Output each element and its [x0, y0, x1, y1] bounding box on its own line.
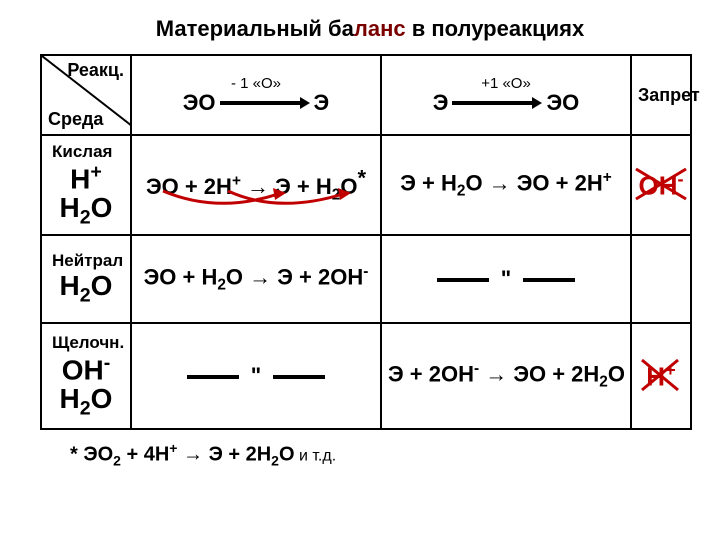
species: O [91, 383, 113, 414]
acid-ban: OH- [631, 135, 691, 235]
alk-ban: H+ [631, 323, 691, 429]
species: H [70, 163, 90, 194]
acid-left-eq: ЭО + 2Н+ → Э + H2O* [131, 135, 381, 235]
eq-part: ЭО + H [144, 264, 218, 289]
sup: - [104, 352, 111, 374]
neutral-right-ditto: " [381, 235, 631, 323]
title-part: ба [328, 16, 354, 41]
neutral-ban-empty [631, 235, 691, 323]
forbid-header: Запрет [631, 55, 691, 135]
cross-icon [634, 167, 689, 201]
header-minus-o: - 1 «О» ЭО Э [131, 55, 381, 135]
alk-row-header: Щелочн. OH- H2O [41, 323, 131, 429]
sym-e: Э [314, 90, 330, 116]
ditto-mark: " [501, 266, 511, 291]
sup: + [90, 161, 101, 183]
alk-left-ditto: " [131, 323, 381, 429]
eq-part: O [608, 361, 625, 386]
cross-icon [640, 358, 680, 392]
species: O [91, 270, 113, 301]
sub: 2 [80, 398, 91, 420]
corner-label-bottom: Среда [48, 109, 103, 130]
balance-table: Реакц. Среда - 1 «О» ЭО Э +1 «О» Э ЭО [40, 54, 692, 430]
header-plus-o: +1 «О» Э ЭО [381, 55, 631, 135]
footnote: * ЭО2 + 4Н+ → Э + 2Н2О и т.д. [70, 440, 700, 469]
fn: * ЭО [70, 444, 113, 466]
fn: О [279, 444, 295, 466]
curved-arrows [158, 186, 358, 216]
acid-row-header: Кислая H+ H2O [41, 135, 131, 235]
eq-part: Э + 2ОН [388, 361, 474, 386]
env-label: Нейтрал [46, 251, 126, 271]
sub: 2 [80, 285, 91, 307]
arrow-right-icon [452, 95, 542, 111]
sym-eo: ЭО [183, 90, 216, 116]
arrow-right-icon [220, 95, 310, 111]
species: O [91, 192, 113, 223]
dash-icon [437, 275, 489, 285]
eq-part: Э + H [400, 170, 457, 195]
dash-icon [187, 372, 239, 382]
alk-right-eq: Э + 2ОН- → ЭО + 2H2O [381, 323, 631, 429]
eq-part: → ЭО + 2H [479, 361, 599, 386]
fn: → Э + 2Н [177, 444, 271, 466]
sym-e: Э [433, 90, 449, 116]
neutral-row-header: Нейтрал H2O [41, 235, 131, 323]
env-label: Щелочн. [46, 333, 126, 353]
fn: + 4Н [121, 444, 169, 466]
species: H [60, 383, 80, 414]
species: H [60, 192, 80, 223]
species: H [60, 270, 80, 301]
fn-tail: и т.д. [295, 448, 337, 465]
dash-icon [523, 275, 575, 285]
eq-part: O → Э + 2ОН [226, 264, 363, 289]
corner-label-top: Реакц. [67, 60, 124, 81]
title-part-red: ланс [354, 16, 406, 41]
sub: 2 [80, 207, 91, 229]
neutral-left-eq: ЭО + H2O → Э + 2ОН- [131, 235, 381, 323]
sym-eo: ЭО [546, 90, 579, 116]
page-title: Материальный баланс в полуреакциях [40, 16, 700, 42]
diagonal-header: Реакц. Среда [41, 55, 131, 135]
env-label: Кислая [46, 142, 126, 162]
acid-right-eq: Э + H2O → ЭО + 2Н+ [381, 135, 631, 235]
dash-icon [273, 372, 325, 382]
species: OH [62, 354, 104, 385]
title-part: в полуреакциях [406, 16, 585, 41]
title-part: Материальный [156, 16, 322, 41]
eq-part: O → ЭО + 2Н [465, 170, 602, 195]
ditto-mark: " [251, 363, 261, 388]
